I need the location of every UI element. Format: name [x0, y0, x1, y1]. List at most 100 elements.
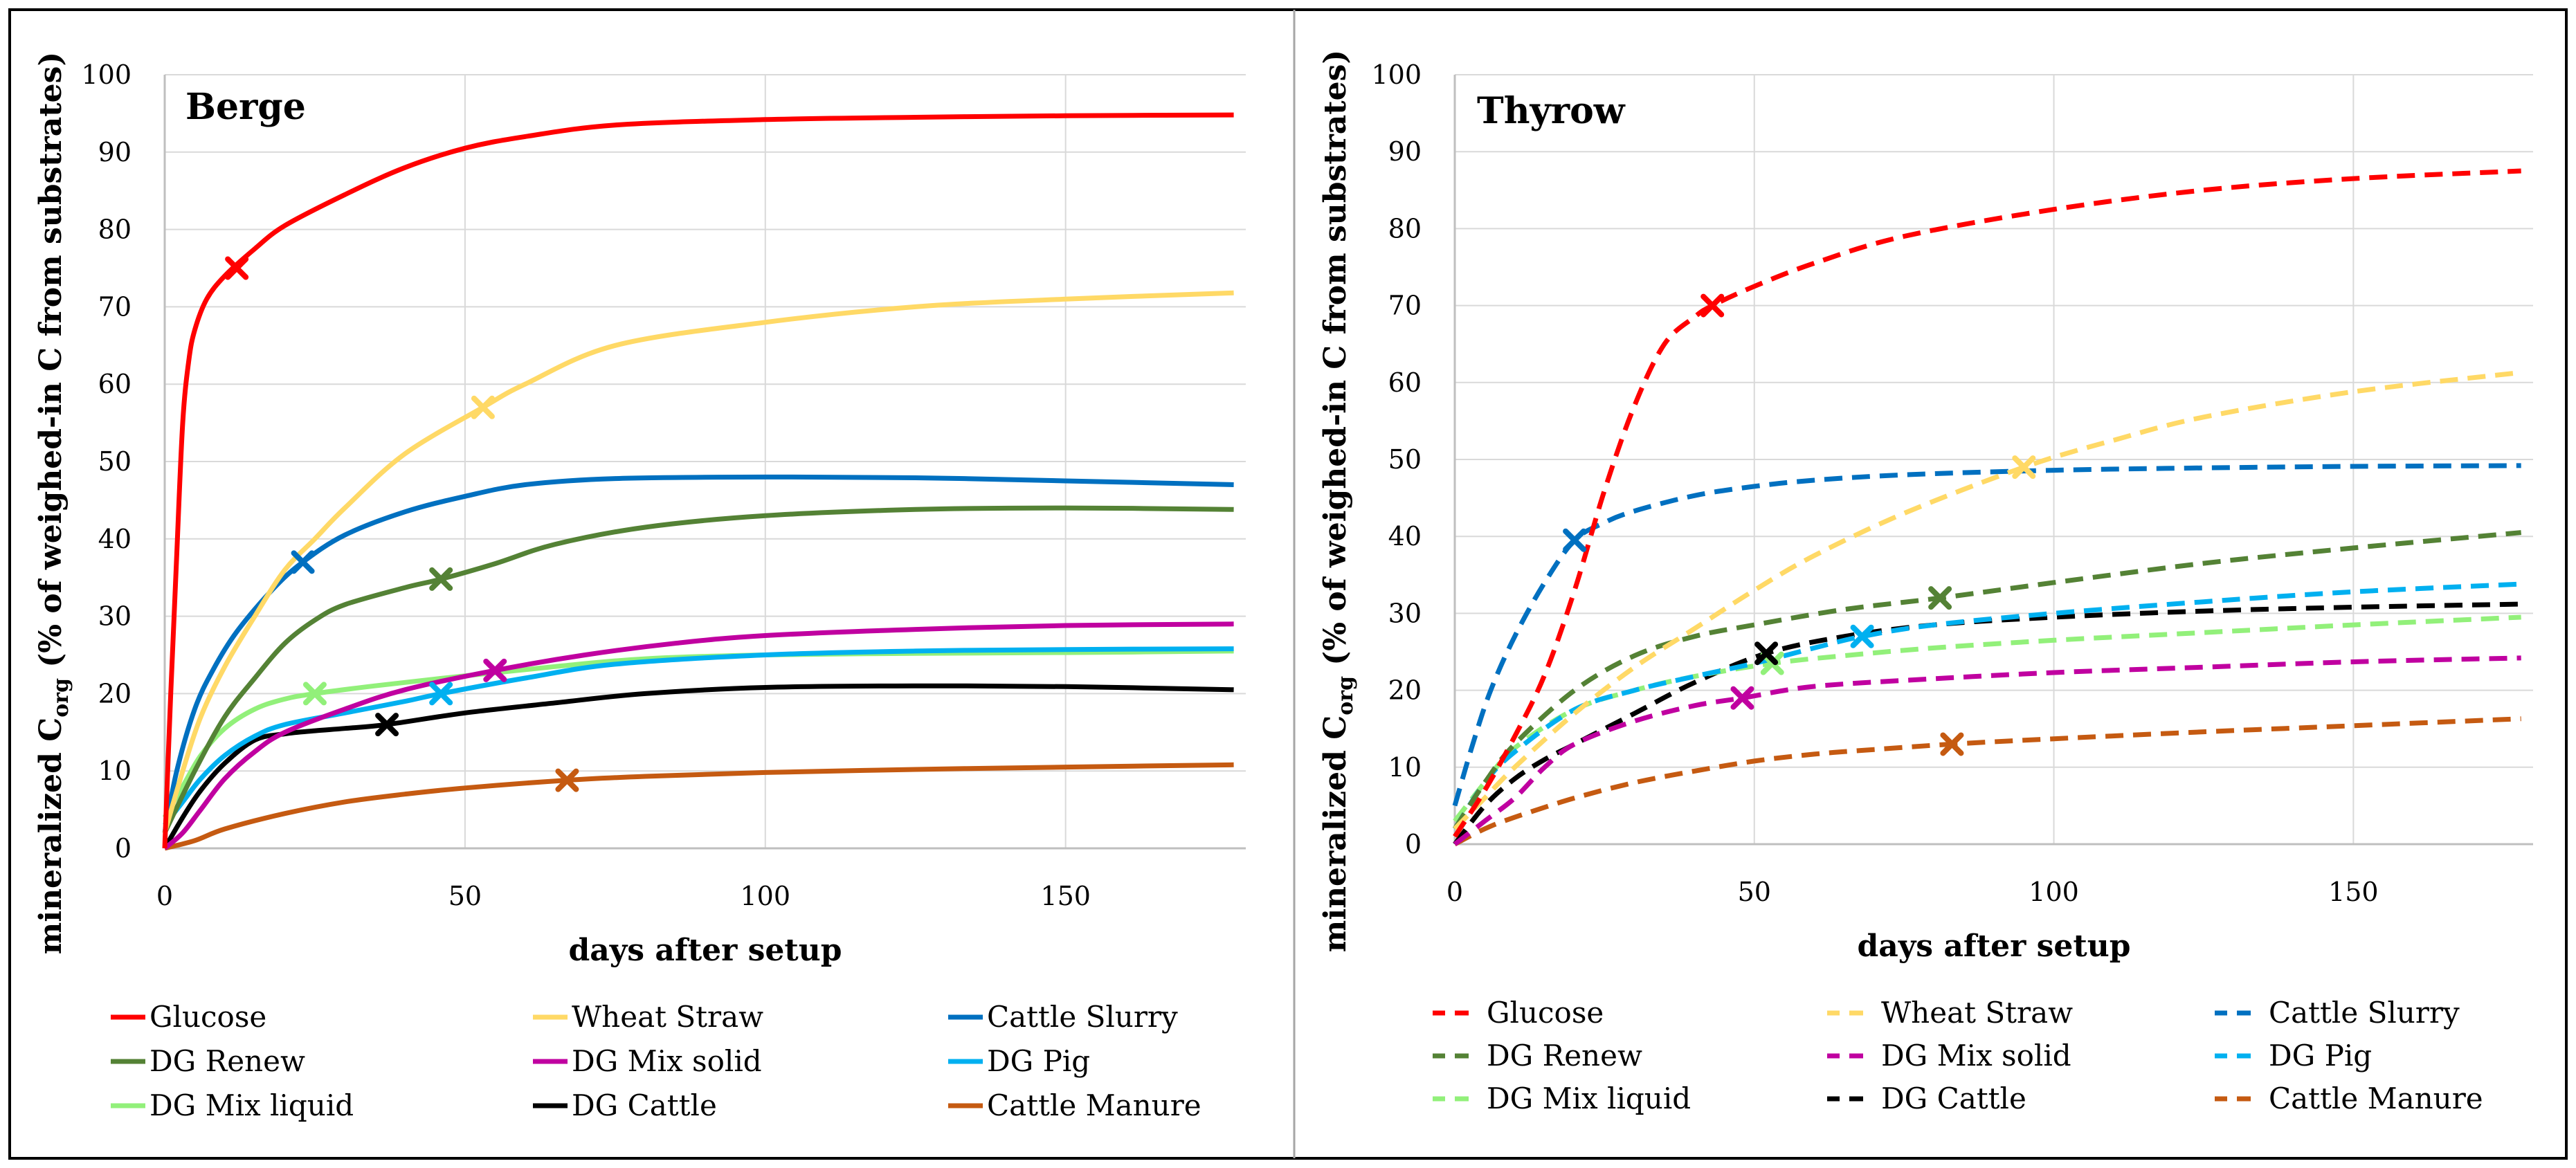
- series-marker-wheat-straw: [2012, 455, 2036, 480]
- y-tick-label: 100: [81, 60, 131, 90]
- series-marker-dg-mix-solid: [483, 658, 507, 682]
- series-line-dg-cattle: [162, 683, 1234, 850]
- series-line-dg-mix-solid: [163, 621, 1234, 850]
- series-marker-dg-cattle: [1754, 641, 1779, 666]
- series-line-dg-renew: [1453, 530, 2522, 830]
- y-tick-label: 60: [1388, 367, 1422, 398]
- marker-stroke: [302, 682, 327, 706]
- series-line-dg-cattle: [1453, 601, 2521, 846]
- marker-stroke: [1850, 624, 1874, 648]
- legend-item-dg-pig: DG Pig: [2215, 1039, 2372, 1073]
- y-tick-label: 80: [98, 215, 131, 245]
- legend-label: DG Cattle: [1881, 1082, 2026, 1115]
- series-marker-cattle-manure: [1940, 732, 1964, 756]
- legend-item-dg-renew: DG Renew: [1433, 1039, 1642, 1073]
- series-marker-glucose: [225, 256, 249, 280]
- series-marker-dg-pig: [1850, 624, 1874, 648]
- y-tick-label: 0: [115, 833, 131, 864]
- legend-item-dg-mix-solid: DG Mix solid: [533, 1044, 762, 1078]
- y-tick-label: 80: [1388, 213, 1422, 244]
- y-axis-label-rest: (% of weighed-in C from substrates): [1318, 50, 1353, 676]
- legend-label: DG Renew: [1487, 1039, 1642, 1073]
- legend-item-dg-pig: DG Pig: [948, 1044, 1090, 1078]
- y-axis-label-subscript: org: [1334, 676, 1358, 715]
- legend: Glucose Wheat Straw Cattle Slurry DG Renew D…: [111, 1000, 1201, 1122]
- legend-item-cattle-manure: Cattle Manure: [948, 1088, 1201, 1122]
- legend-item-glucose: Glucose: [111, 1000, 266, 1034]
- marker-stroke: [471, 395, 495, 419]
- x-tick-label: 150: [2328, 877, 2379, 907]
- marker-stroke: [1700, 293, 1725, 318]
- y-tick-label: 90: [1388, 136, 1422, 167]
- y-axis-label: mineralized Corg (% of weighed-in C from…: [1318, 50, 1358, 952]
- marker-stroke: [1760, 651, 1784, 675]
- series-line-dg-renew: [162, 505, 1234, 834]
- series-marker-dg-cattle: [375, 713, 399, 737]
- legend-label: Wheat Straw: [572, 1000, 763, 1034]
- x-tick-label: 50: [1738, 877, 1771, 907]
- marker-stroke: [225, 256, 249, 280]
- series-markers: [1563, 293, 2036, 756]
- legend-label: Cattle Slurry: [987, 1000, 1178, 1034]
- series-line-dg-mix-liquid: [1453, 614, 2521, 823]
- y-axis-label-subscript: org: [49, 678, 73, 718]
- series-marker-cattle-manure: [555, 768, 579, 792]
- legend-item-wheat-straw: Wheat Straw: [533, 1000, 763, 1034]
- marker-stroke: [555, 768, 579, 792]
- series-marker-cattle-slurry: [291, 550, 315, 574]
- series-markers: [225, 256, 579, 792]
- series-line-cattle-slurry: [162, 474, 1234, 834]
- series-marker-glucose: [1700, 293, 1725, 318]
- marker-stroke: [1754, 641, 1779, 666]
- y-tick-label: 100: [1371, 60, 1422, 90]
- y-tick-label: 90: [98, 137, 131, 167]
- y-tick-label: 70: [1388, 291, 1422, 321]
- legend: Glucose Wheat Straw Cattle Slurry DG Renew D…: [1433, 996, 2483, 1115]
- marker-stroke: [483, 658, 507, 682]
- y-tick-label: 30: [98, 601, 131, 632]
- y-tick-label: 20: [98, 678, 131, 709]
- legend-item-dg-cattle: DG Cattle: [1827, 1082, 2026, 1115]
- legend-item-dg-mix-liquid: DG Mix liquid: [111, 1088, 354, 1122]
- legend-label: Cattle Slurry: [2269, 996, 2460, 1030]
- legend-label: Wheat Straw: [1881, 996, 2073, 1030]
- legend-label: DG Mix solid: [572, 1044, 762, 1078]
- legend-item-dg-cattle: DG Cattle: [533, 1088, 717, 1122]
- y-tick-label: 20: [1388, 675, 1422, 706]
- marker-stroke: [291, 550, 315, 574]
- y-tick-label: 10: [98, 756, 131, 786]
- chart-panel-berge: 0 10 20 30 40 50 60 70 80 90 100 0 50 100 150 days afte…: [33, 52, 1246, 1122]
- legend-label: DG Mix solid: [1881, 1039, 2071, 1073]
- marker-stroke: [1940, 732, 1964, 756]
- series-lines: [162, 112, 1234, 851]
- outer-border: [8, 8, 2568, 1160]
- panel-title: Berge: [185, 86, 306, 128]
- y-tick-label: 0: [1405, 829, 1422, 859]
- marker-stroke: [1928, 586, 1952, 610]
- legend-label: Glucose: [1487, 996, 1604, 1030]
- marker-stroke: [375, 713, 399, 737]
- legend-label: DG Mix liquid: [149, 1088, 354, 1122]
- x-tick-label: 0: [1446, 877, 1463, 907]
- series-marker-dg-pig: [429, 682, 453, 706]
- marker-stroke: [1730, 686, 1754, 710]
- series-marker-dg-mix-liquid: [302, 682, 327, 706]
- marker-stroke: [2012, 455, 2036, 480]
- legend-item-glucose: Glucose: [1433, 996, 1604, 1030]
- legend-item-wheat-straw: Wheat Straw: [1827, 996, 2073, 1030]
- legend-label: DG Pig: [2269, 1039, 2372, 1073]
- y-axis-label-rest: (% of weighed-in C from substrates): [33, 52, 69, 678]
- series-line-dg-mix-solid: [1453, 655, 2521, 846]
- legend-item-dg-mix-liquid: DG Mix liquid: [1433, 1082, 1691, 1115]
- legend-label: DG Mix liquid: [1487, 1082, 1691, 1115]
- legend-item-dg-mix-solid: DG Mix solid: [1827, 1039, 2071, 1073]
- legend-label: Glucose: [149, 1000, 266, 1034]
- legend-item-dg-renew: DG Renew: [111, 1044, 305, 1078]
- series-marker-dg-mix-liquid: [1760, 651, 1784, 675]
- x-tick-label: 100: [741, 881, 791, 911]
- series-marker-wheat-straw: [471, 395, 495, 419]
- series-marker-dg-mix-solid: [1730, 686, 1754, 710]
- legend-item-cattle-slurry: Cattle Slurry: [948, 1000, 1178, 1034]
- y-tick-label: 50: [98, 446, 131, 477]
- marker-stroke: [429, 567, 453, 591]
